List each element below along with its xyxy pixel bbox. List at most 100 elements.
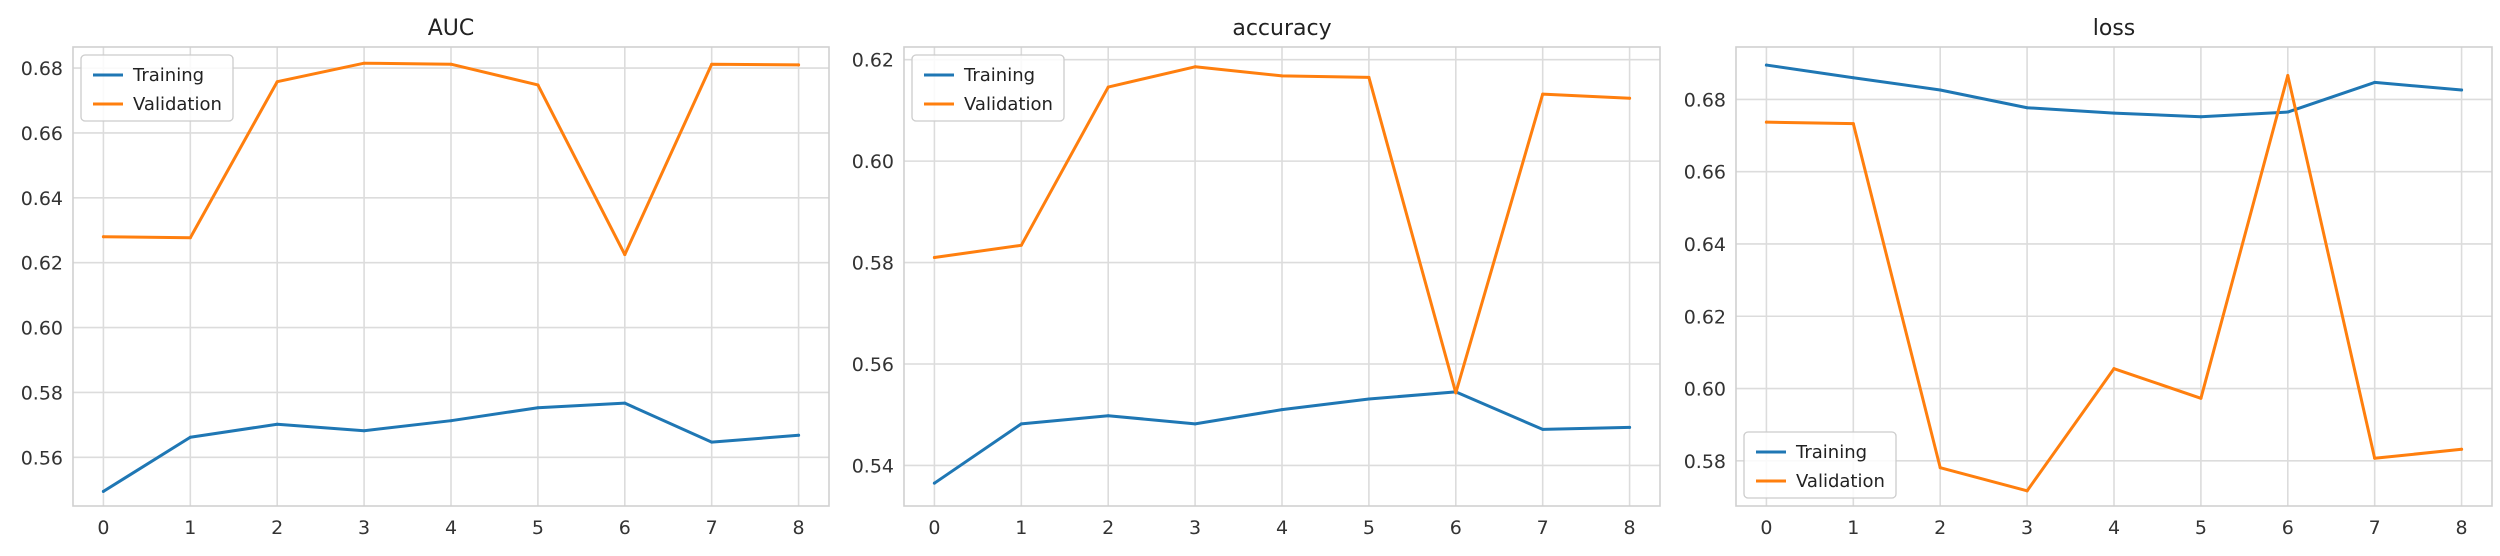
data-point-validation — [2373, 456, 2377, 460]
y-tick-label: 0.62 — [852, 50, 894, 72]
data-point-validation — [362, 61, 366, 65]
data-point-validation — [2286, 74, 2290, 78]
chart-panel-AUC: 0 1 2 3 4 5 6 7 8 0.56 0.58 0.60 0.62 0.64 0.66 0.68 AUC… — [21, 16, 830, 539]
y-tick-label: 0.58 — [852, 253, 894, 275]
data-point-validation — [1454, 391, 1458, 395]
data-point-validation — [1851, 122, 1855, 126]
y-tick-label: 0.60 — [1684, 379, 1726, 401]
data-point-training — [188, 435, 192, 439]
x-tick-label: 6 — [2282, 517, 2294, 539]
data-point-validation — [536, 83, 540, 87]
data-point-validation — [1019, 243, 1023, 247]
y-tick-label: 0.58 — [1684, 451, 1726, 473]
x-tick-label: 4 — [2108, 517, 2120, 539]
data-point-training — [623, 401, 627, 405]
chart-panel-accuracy: 0 1 2 3 4 5 6 7 8 0.54 0.56 0.58 0.60 0.62 accuracy Tra… — [852, 16, 1661, 539]
data-point-validation — [275, 80, 279, 84]
y-tick-label: 0.64 — [1684, 234, 1726, 256]
data-point-training — [362, 429, 366, 433]
x-tick-label: 2 — [1934, 517, 1946, 539]
data-point-validation — [2112, 367, 2116, 371]
data-point-validation — [1628, 96, 1632, 100]
data-point-training — [1541, 427, 1545, 431]
x-tick-label: 7 — [706, 517, 718, 539]
y-tick-label: 0.64 — [21, 188, 63, 210]
data-point-validation — [1193, 65, 1197, 69]
y-tick-label: 0.66 — [1684, 162, 1726, 184]
data-point-validation — [2025, 489, 2029, 493]
data-point-validation — [1764, 120, 1768, 124]
x-tick-label: 6 — [1450, 517, 1462, 539]
y-tick-label: 0.66 — [21, 123, 63, 145]
legend: Training Validation — [911, 54, 1065, 122]
data-point-training — [2460, 88, 2464, 92]
data-point-training — [797, 433, 801, 437]
y-tick-label: 0.68 — [1684, 89, 1726, 111]
data-point-training — [1764, 63, 1768, 67]
y-tick-label: 0.60 — [852, 151, 894, 173]
data-point-validation — [2460, 447, 2464, 451]
x-tick-label: 7 — [1537, 517, 1549, 539]
legend-label: Training — [1795, 442, 1867, 463]
x-tick-label: 5 — [1363, 517, 1375, 539]
data-point-training — [1367, 397, 1371, 401]
plot-frame — [903, 46, 1661, 507]
x-tick-label: 1 — [184, 517, 196, 539]
y-tick-label: 0.56 — [852, 354, 894, 376]
x-tick-label: 0 — [97, 517, 109, 539]
data-point-training — [1280, 408, 1284, 412]
data-point-validation — [1367, 75, 1371, 79]
chart-title: accuracy — [1232, 16, 1331, 41]
data-point-training — [536, 406, 540, 410]
x-tick-label: 8 — [1624, 517, 1636, 539]
chart-title: loss — [2093, 16, 2136, 41]
data-point-training — [2112, 111, 2116, 115]
data-point-training — [101, 489, 105, 493]
legend-label: Validation — [1796, 471, 1885, 492]
y-tick-label: 0.56 — [21, 447, 63, 469]
data-point-training — [710, 440, 714, 444]
data-point-validation — [101, 235, 105, 239]
x-tick-label: 5 — [532, 517, 544, 539]
x-tick-label: 0 — [1760, 517, 1772, 539]
data-point-training — [275, 422, 279, 426]
y-tick-label: 0.54 — [852, 455, 894, 477]
plot-frame — [72, 46, 830, 507]
data-point-training — [1628, 425, 1632, 429]
x-tick-label: 3 — [1189, 517, 1201, 539]
y-tick-label: 0.68 — [21, 58, 63, 80]
x-tick-label: 7 — [2369, 517, 2381, 539]
data-point-training — [2373, 80, 2377, 84]
data-point-training — [2286, 110, 2290, 114]
x-tick-label: 2 — [1102, 517, 1114, 539]
data-point-validation — [797, 63, 801, 67]
data-point-validation — [1106, 85, 1110, 89]
legend: Training Validation — [80, 54, 234, 122]
legend-label: Validation — [133, 94, 222, 115]
data-point-validation — [2199, 396, 2203, 400]
data-point-validation — [449, 62, 453, 66]
data-point-training — [932, 481, 936, 485]
x-tick-label: 3 — [2021, 517, 2033, 539]
chart-panels: 0 1 2 3 4 5 6 7 8 0.56 0.58 0.60 0.62 0.64 0.66 0.68 AUC… — [21, 16, 2493, 539]
x-tick-label: 1 — [1015, 517, 1027, 539]
legend-label: Training — [963, 65, 1035, 86]
x-tick-label: 4 — [1276, 517, 1288, 539]
data-point-validation — [188, 236, 192, 240]
legend: Training Validation — [1743, 431, 1897, 499]
data-point-training — [449, 419, 453, 423]
chart-title: AUC — [428, 16, 475, 41]
x-tick-label: 4 — [445, 517, 457, 539]
data-point-validation — [710, 62, 714, 66]
plot-frame — [1735, 46, 2493, 507]
x-tick-label: 3 — [358, 517, 370, 539]
data-point-training — [2025, 106, 2029, 110]
y-tick-label: 0.60 — [21, 318, 63, 340]
x-tick-label: 5 — [2195, 517, 2207, 539]
data-point-validation — [1938, 466, 1942, 470]
x-tick-label: 8 — [2456, 517, 2468, 539]
data-point-training — [2199, 115, 2203, 119]
data-point-validation — [1541, 92, 1545, 96]
